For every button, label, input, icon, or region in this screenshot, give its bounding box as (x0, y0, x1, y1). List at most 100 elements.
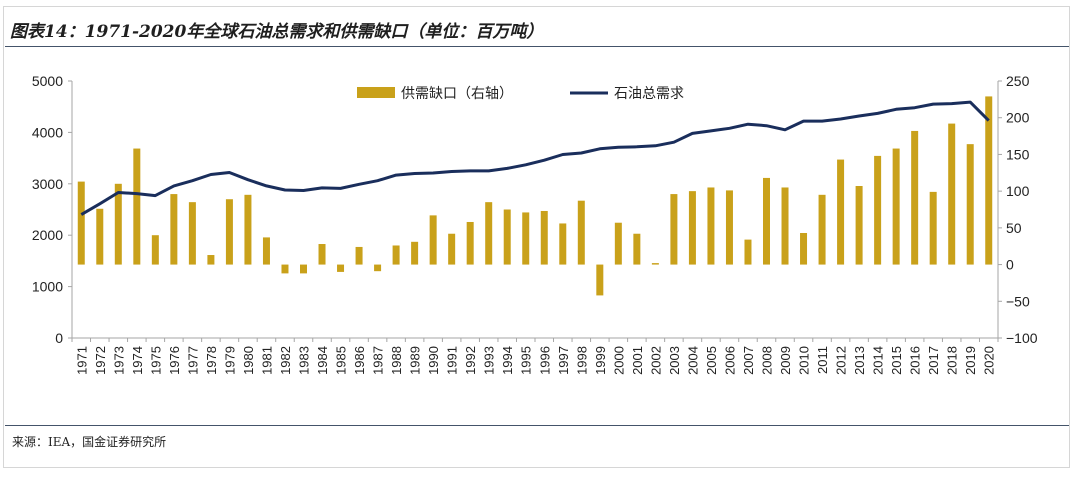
x-tick-label: 1995 (519, 346, 534, 375)
gap-bar (633, 233, 641, 265)
gap-bar (744, 239, 752, 265)
right-tick-label: −100 (1006, 330, 1038, 346)
gap-bar (707, 187, 715, 265)
x-tick-label: 1986 (352, 346, 367, 375)
gap-bar (577, 200, 585, 265)
x-tick-label: 2002 (648, 346, 663, 375)
x-tick-label: 2007 (741, 346, 756, 375)
gap-bar (374, 264, 382, 272)
x-tick-label: 2003 (667, 346, 682, 375)
x-tick-label: 2018 (945, 346, 960, 375)
chart-title: 图表14：1971-2020年全球石油总需求和供需缺口（单位：百万吨） (10, 22, 544, 42)
gap-bar (855, 186, 863, 265)
gap-bar (151, 235, 159, 265)
x-tick-label: 1998 (574, 346, 589, 375)
x-tick-label: 2014 (871, 346, 886, 375)
x-tick-label: 2013 (852, 346, 867, 375)
x-tick-label: 2005 (704, 346, 719, 375)
x-tick-label: 1980 (241, 346, 256, 375)
right-tick-label: −50 (1006, 293, 1030, 309)
gap-bar (485, 202, 493, 265)
right-tick-label: 100 (1006, 183, 1030, 199)
gap-bar (411, 241, 419, 265)
gap-bar (818, 194, 826, 265)
x-tick-label: 1975 (148, 346, 163, 375)
gap-bar (262, 237, 270, 265)
x-tick-label: 1984 (315, 346, 330, 375)
gap-bar (670, 194, 678, 265)
left-tick-label: 1000 (32, 279, 63, 295)
x-tick-label: 1977 (185, 346, 200, 375)
x-tick-label: 1993 (482, 346, 497, 375)
gap-bar (929, 191, 937, 265)
left-tick-label: 0 (55, 330, 63, 346)
x-tick-label: 2009 (778, 346, 793, 375)
x-tick-label: 2010 (797, 346, 812, 375)
x-tick-label: 1971 (74, 346, 89, 375)
gap-bar (300, 264, 307, 274)
gap-bar (688, 191, 696, 265)
gap-bar (96, 208, 104, 265)
x-tick-label: 2017 (926, 346, 941, 375)
x-tick-label: 2004 (685, 346, 700, 375)
gap-bar (355, 246, 363, 265)
x-tick-label: 1985 (334, 346, 349, 375)
x-tick-label: 2016 (908, 346, 923, 375)
x-tick-label: 2001 (630, 346, 645, 375)
left-tick-label: 3000 (32, 176, 63, 192)
right-tick-label: 0 (1006, 257, 1014, 273)
x-tick-label: 2008 (760, 346, 775, 375)
right-tick-label: 50 (1006, 220, 1022, 236)
source-note: 来源：IEA，国金证券研究所 (12, 435, 167, 449)
x-tick-label: 2011 (815, 346, 830, 374)
x-tick-label: 1994 (500, 346, 515, 375)
gap-bar (800, 232, 808, 265)
x-tick-label: 1972 (93, 346, 108, 375)
gap-bar (614, 222, 622, 265)
x-tick-label: 1990 (426, 346, 441, 375)
gap-bar (837, 159, 845, 265)
gap-bar (874, 155, 882, 265)
gap-bar (207, 255, 215, 265)
gap-bar (651, 263, 659, 265)
gap-bar (170, 194, 178, 265)
x-tick-label: 1999 (593, 346, 608, 375)
gap-bar (77, 181, 85, 265)
right-tick-label: 250 (1006, 73, 1030, 89)
x-tick-label: 2000 (611, 346, 626, 375)
source-rule (5, 425, 1069, 426)
gap-bar (948, 123, 956, 265)
x-tick-label: 2020 (982, 346, 997, 375)
gap-bar (448, 233, 456, 265)
x-tick-label: 1992 (463, 346, 478, 375)
x-tick-label: 2015 (889, 346, 904, 375)
x-tick-label: 1976 (167, 346, 182, 375)
plot-layer: 0 1000 2000 3000 4000 5000 −100 −50 0 50 100 150 200… (32, 73, 1038, 375)
x-tick-label: 2019 (963, 346, 978, 375)
gap-bar (763, 177, 770, 265)
x-tick-label: 1982 (278, 346, 293, 375)
legend-bar-swatch (357, 87, 395, 98)
x-tick-label: 1981 (259, 346, 274, 375)
left-tick-label: 5000 (32, 73, 63, 89)
right-tick-label: 150 (1006, 146, 1030, 162)
chart-frame (3, 6, 1070, 468)
legend-line-label: 石油总需求 (614, 85, 684, 101)
x-tick-label: 1997 (556, 346, 571, 375)
left-tick-label: 4000 (32, 124, 63, 140)
gap-bar (911, 130, 919, 265)
gap-bar (596, 264, 604, 296)
x-tick-label: 1974 (130, 346, 145, 375)
gap-bar (337, 264, 345, 272)
x-tick-label: 1973 (111, 346, 126, 375)
gap-bar (892, 148, 900, 265)
gap-bar (114, 183, 122, 265)
x-tick-label: 1979 (222, 346, 237, 375)
gap-bar (503, 209, 511, 265)
x-tick-label: 1988 (389, 346, 404, 375)
gap-bar (522, 212, 530, 265)
right-tick-label: 200 (1006, 110, 1030, 126)
title-rule (5, 46, 1069, 47)
gap-bar (966, 144, 974, 265)
